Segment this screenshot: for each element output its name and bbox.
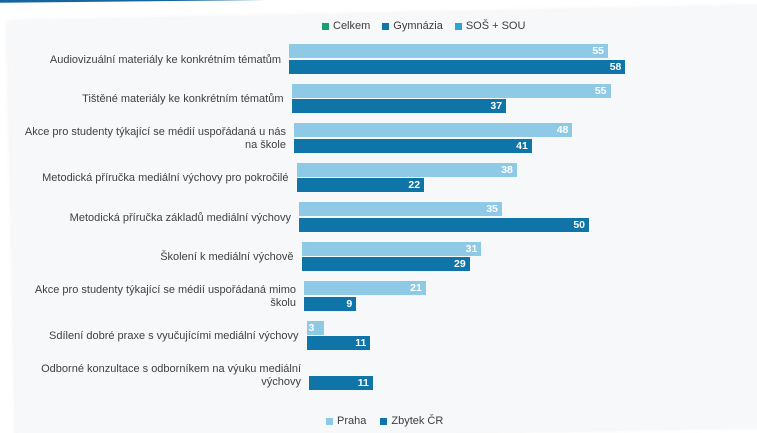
legend-label-zbytek-cr: Zbytek ČR: [391, 415, 444, 427]
data-label: 58: [609, 60, 622, 73]
data-label: 55: [592, 45, 604, 57]
category-label: Metodická příručka základů mediální vých…: [69, 211, 291, 224]
bar-zbytek-cr: [301, 257, 470, 271]
top-legend: Celkem Gymnázia SOŠ + SOU: [322, 18, 525, 34]
bar-zbytek-cr: [296, 178, 425, 192]
data-label: 50: [573, 218, 585, 231]
data-label: 11: [355, 337, 367, 349]
bottom-legend-item-praha: Praha: [326, 415, 366, 427]
top-legend-item-celkem: Celkem: [322, 18, 370, 34]
legend-label-celkem: Celkem: [333, 20, 371, 32]
bar-praha: [304, 281, 426, 295]
bar-zbytek-cr: [294, 138, 532, 153]
category-label: Akce pro studenty týkající se médií uspo…: [34, 284, 296, 309]
legend-swatch-gymnazia: [382, 22, 390, 30]
bar-zbytek-cr: [291, 99, 507, 113]
bar-zbytek-cr: [309, 375, 373, 390]
bottom-legend: Praha Zbytek ČR: [326, 415, 443, 427]
bar-praha: [306, 320, 324, 335]
legend-label-sos-sou: SOŠ + SOU: [465, 20, 526, 32]
data-label: 3: [308, 321, 315, 334]
legend-swatch-praha: [326, 417, 333, 425]
bar-praha: [301, 241, 482, 256]
bar-praha: [291, 83, 611, 98]
bar-zbytek-cr: [289, 59, 626, 74]
bar-praha: [294, 123, 573, 137]
data-label: 31: [465, 242, 478, 255]
category-label: Metodická příručka mediální výchovy pro …: [42, 172, 289, 184]
data-label: 38: [501, 163, 513, 176]
bar-praha: [296, 162, 517, 177]
data-label: 37: [490, 100, 503, 112]
legend-swatch-celkem: [322, 22, 329, 30]
category-label: Akce pro studenty týkající se médií uspo…: [24, 126, 286, 151]
data-label: 55: [594, 84, 607, 97]
category-label: Audiovizuální materiály ke konkrétním té…: [49, 53, 281, 66]
legend-swatch-zbytek-cr: [380, 417, 388, 425]
bottom-legend-item-zbytek-cr: Zbytek ČR: [380, 415, 443, 427]
legend-label-praha: Praha: [337, 415, 367, 427]
bar-zbytek-cr: [304, 296, 357, 311]
bar-praha: [289, 44, 608, 58]
category-label: Školení k mediální výchově: [160, 251, 294, 263]
category-label: Odborné konzultace s odborníkem na výuku…: [41, 363, 301, 388]
legend-swatch-sos-sou: [454, 22, 462, 30]
top-legend-item-gymnazia: Gymnázia: [382, 18, 443, 34]
top-legend-item-sos-sou: SOŠ + SOU: [454, 18, 526, 34]
bar-praha: [299, 202, 502, 216]
category-label: Sdílení dobré praxe s vyučujícími mediál…: [49, 330, 299, 342]
data-label: 21: [410, 282, 422, 294]
data-label: 11: [357, 376, 369, 389]
bar-zbytek-cr: [306, 336, 371, 350]
data-label: 35: [486, 203, 498, 215]
data-label: 9: [346, 297, 353, 310]
data-label: 41: [516, 139, 528, 152]
legend-label-gymnazia: Gymnázia: [393, 20, 443, 32]
bar-zbytek-cr: [299, 217, 589, 232]
data-label: 29: [454, 258, 466, 270]
data-label: 22: [408, 179, 421, 191]
data-label: 48: [556, 124, 569, 136]
category-label: Tištěné materiály ke konkrétním tématům: [82, 93, 284, 105]
